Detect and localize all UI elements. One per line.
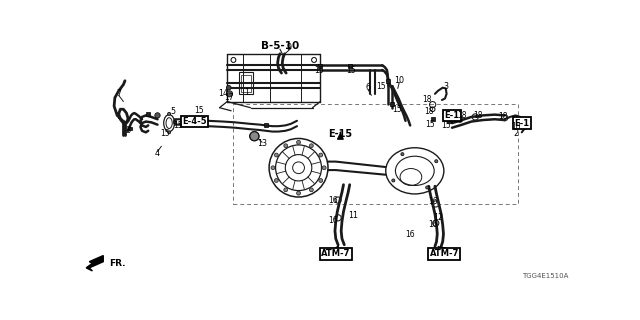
Circle shape xyxy=(401,153,404,156)
Text: 14: 14 xyxy=(218,89,228,98)
Text: 15: 15 xyxy=(441,121,451,130)
Text: 6: 6 xyxy=(366,83,371,92)
Text: 16: 16 xyxy=(428,197,437,206)
Circle shape xyxy=(319,179,323,182)
Bar xyxy=(390,102,394,106)
Text: 4: 4 xyxy=(155,149,160,158)
Text: ATM-7: ATM-7 xyxy=(429,250,459,259)
Text: 16: 16 xyxy=(328,216,337,225)
Circle shape xyxy=(168,131,171,134)
Text: 16: 16 xyxy=(405,230,415,239)
Circle shape xyxy=(296,140,301,144)
Text: 18: 18 xyxy=(511,122,521,131)
Text: 3: 3 xyxy=(444,82,448,91)
Text: 12: 12 xyxy=(433,212,443,221)
Circle shape xyxy=(435,160,438,163)
Circle shape xyxy=(309,188,314,192)
Text: 18: 18 xyxy=(458,111,467,120)
Text: 15: 15 xyxy=(377,82,387,91)
Text: 18: 18 xyxy=(473,111,483,120)
Circle shape xyxy=(231,58,236,62)
Text: 2: 2 xyxy=(513,129,518,138)
Text: 1: 1 xyxy=(244,88,249,97)
Text: FR.: FR. xyxy=(109,259,126,268)
Text: E-4-5: E-4-5 xyxy=(182,117,207,126)
Circle shape xyxy=(322,166,326,170)
Text: 17: 17 xyxy=(224,93,234,102)
Text: 7: 7 xyxy=(116,89,122,98)
Circle shape xyxy=(284,188,287,192)
Text: 15: 15 xyxy=(314,66,323,75)
Circle shape xyxy=(227,91,233,97)
Circle shape xyxy=(426,186,429,189)
Text: 16: 16 xyxy=(428,220,437,229)
Text: B-5-10: B-5-10 xyxy=(261,41,299,51)
Bar xyxy=(173,120,177,124)
Text: TGG4E1510A: TGG4E1510A xyxy=(522,273,568,279)
Bar xyxy=(241,75,250,92)
Text: 15: 15 xyxy=(392,105,402,114)
Circle shape xyxy=(319,153,323,157)
Text: 15: 15 xyxy=(426,120,435,129)
Polygon shape xyxy=(86,256,103,271)
Circle shape xyxy=(250,132,259,141)
Circle shape xyxy=(392,179,395,182)
Circle shape xyxy=(284,144,287,148)
Text: 9: 9 xyxy=(287,43,292,52)
Text: 18: 18 xyxy=(499,112,508,121)
Circle shape xyxy=(309,144,314,148)
Text: 15: 15 xyxy=(346,66,356,75)
Circle shape xyxy=(296,191,301,195)
Bar xyxy=(129,127,132,131)
Bar xyxy=(264,124,268,127)
Circle shape xyxy=(271,166,275,170)
Text: 8: 8 xyxy=(125,126,131,135)
Text: 15: 15 xyxy=(195,106,204,115)
Text: 10: 10 xyxy=(394,76,404,85)
Text: 16: 16 xyxy=(328,196,337,204)
Circle shape xyxy=(155,113,160,118)
Text: ATM-7: ATM-7 xyxy=(321,250,351,259)
Text: 15: 15 xyxy=(161,129,170,138)
Text: 11: 11 xyxy=(348,211,358,220)
Bar xyxy=(431,117,435,121)
Circle shape xyxy=(227,85,231,90)
Text: 13: 13 xyxy=(257,140,267,148)
Circle shape xyxy=(275,153,278,157)
Bar xyxy=(147,112,150,116)
Text: E-1: E-1 xyxy=(514,119,529,128)
Circle shape xyxy=(168,112,171,116)
Bar xyxy=(239,72,253,94)
Text: E-15: E-15 xyxy=(328,129,353,139)
Bar xyxy=(318,64,322,68)
Circle shape xyxy=(275,179,278,182)
Text: 15: 15 xyxy=(173,121,183,130)
Text: 18: 18 xyxy=(422,95,432,105)
Circle shape xyxy=(312,58,316,62)
Bar xyxy=(348,64,351,68)
Bar xyxy=(233,104,518,204)
Bar xyxy=(447,119,451,123)
Text: E-1: E-1 xyxy=(444,111,460,120)
Text: 18: 18 xyxy=(424,107,433,116)
Text: 5: 5 xyxy=(170,107,175,116)
Bar xyxy=(386,79,390,83)
